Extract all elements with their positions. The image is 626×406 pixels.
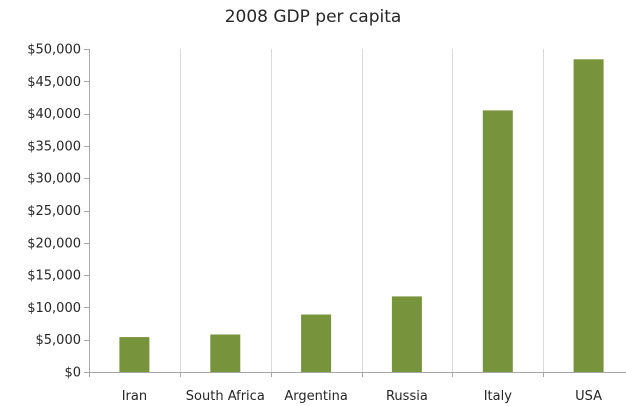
y-tick-label: $35,000 [27, 139, 81, 154]
y-tick-label: $40,000 [27, 107, 81, 122]
x-tick-label: Italy [484, 389, 513, 404]
x-tick-label: South Africa [186, 389, 265, 404]
y-tick-label: $0 [64, 366, 81, 381]
bar [210, 334, 241, 372]
x-tick-label: USA [575, 389, 602, 404]
x-tick-label: Iran [122, 389, 147, 404]
bar [391, 296, 422, 372]
x-tick-label: Russia [386, 389, 428, 404]
bar [573, 59, 604, 373]
y-tick-label: $20,000 [27, 236, 81, 251]
y-tick-label: $45,000 [27, 75, 81, 90]
y-tick-label: $15,000 [27, 269, 81, 284]
bar [301, 314, 332, 372]
y-tick-label: $5,000 [36, 333, 82, 348]
bar [119, 337, 150, 372]
y-tick-label: $25,000 [27, 204, 81, 219]
y-tick-label: $10,000 [27, 301, 81, 316]
x-tick-label: Argentina [284, 389, 347, 404]
y-tick-label: $30,000 [27, 172, 81, 187]
bar [482, 110, 513, 373]
y-tick-label: $50,000 [27, 43, 81, 58]
chart-title: 2008 GDP per capita [224, 7, 402, 27]
